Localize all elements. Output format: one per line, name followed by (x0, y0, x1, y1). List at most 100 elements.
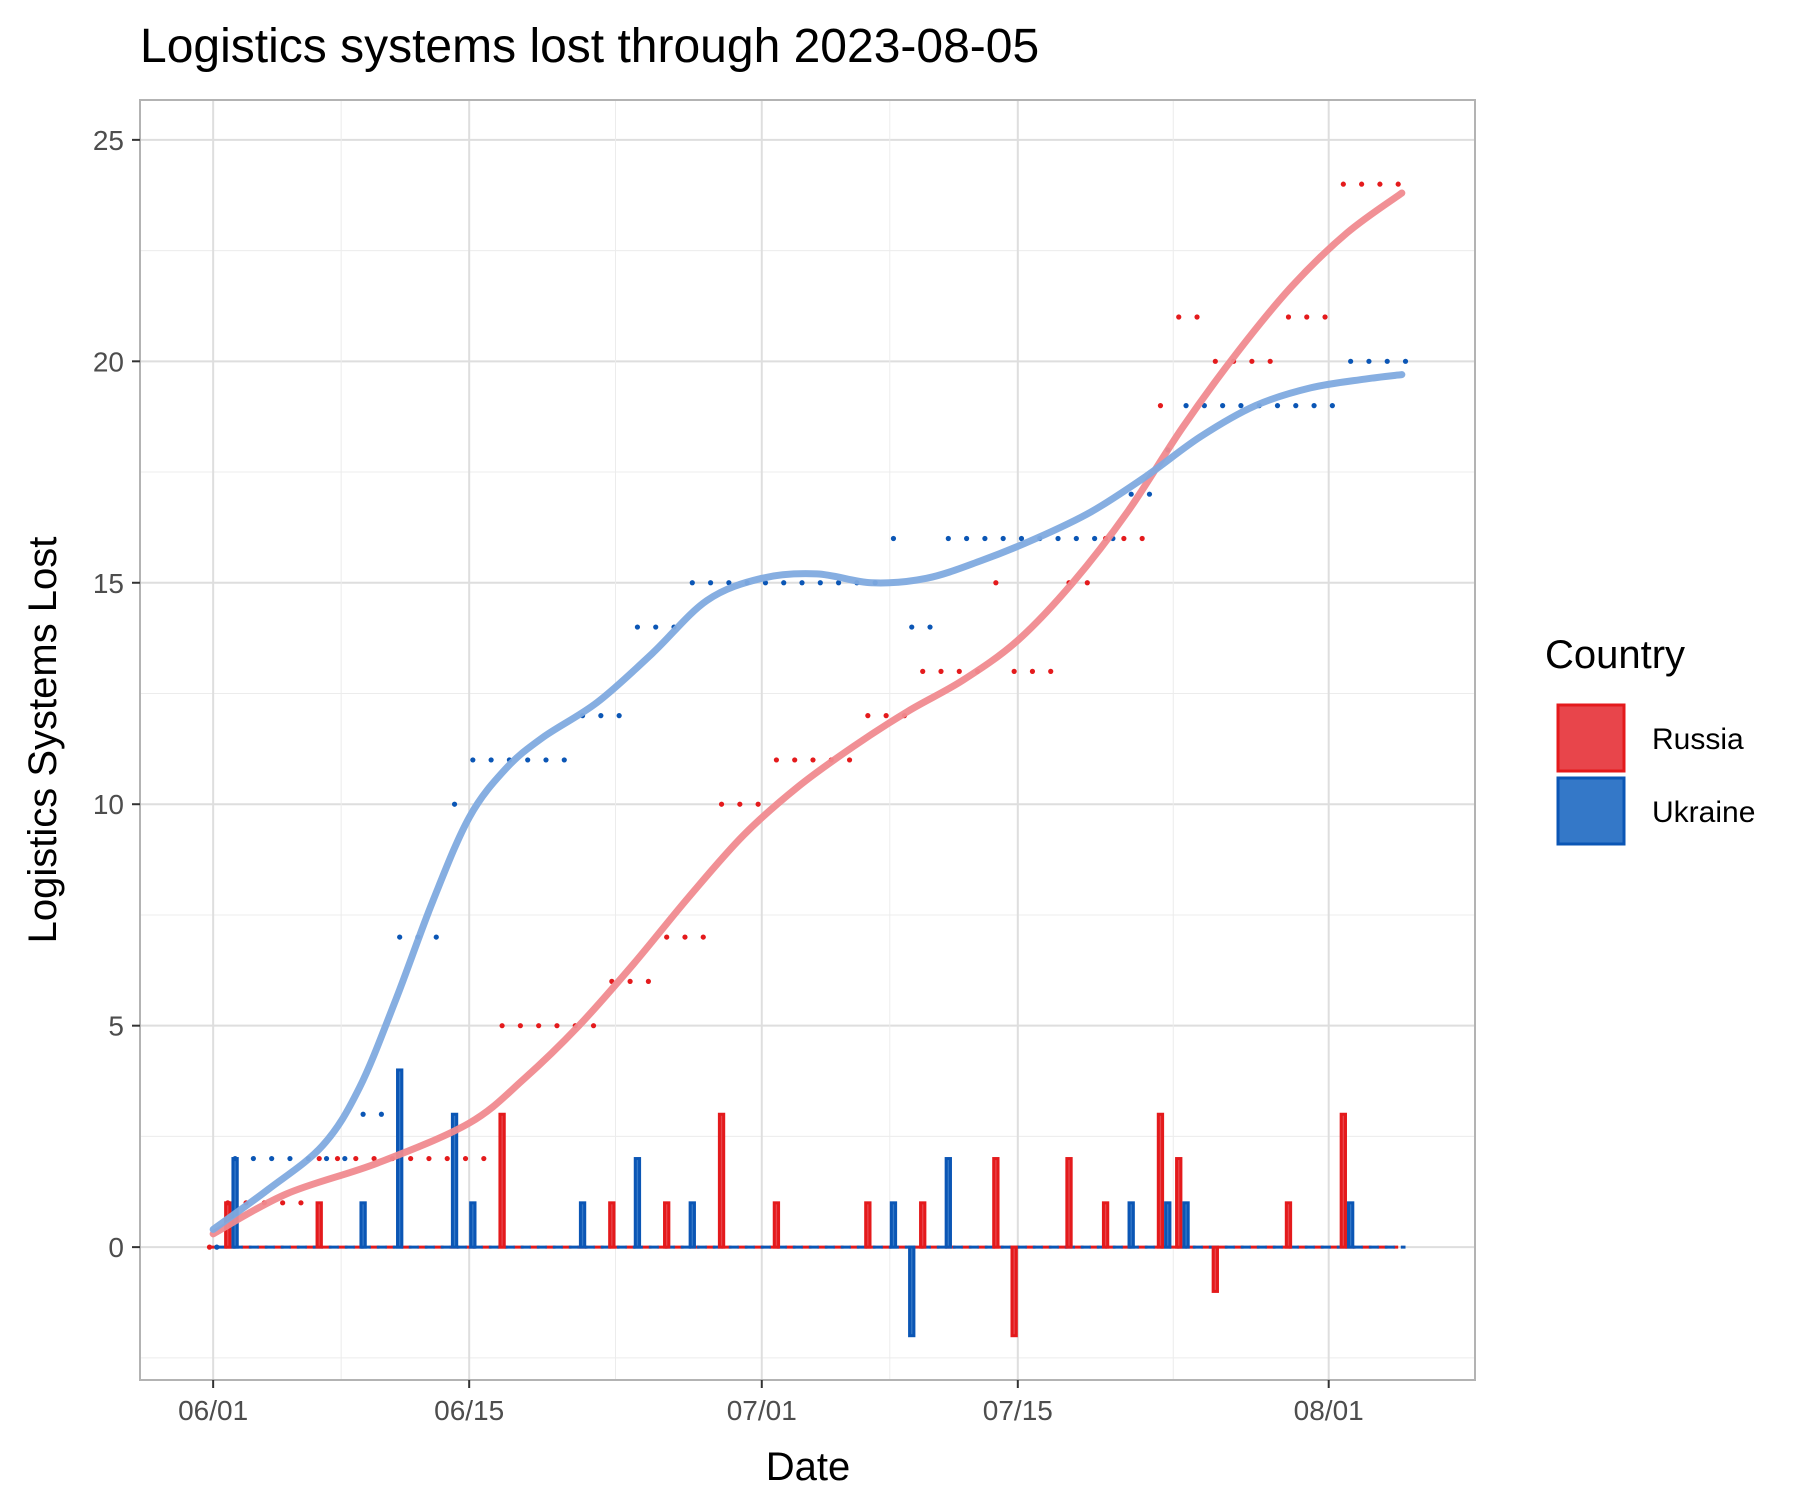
bar-ukraine (688, 1201, 696, 1249)
point-ukraine (433, 934, 439, 940)
bar-russia (1101, 1201, 1110, 1249)
bar-russia (992, 1157, 1000, 1249)
point-russia (1340, 181, 1346, 187)
point-ukraine (451, 801, 458, 807)
x-tick-label: 07/01 (727, 1395, 797, 1426)
point-russia (1121, 535, 1127, 542)
legend-swatch-ukraine (1556, 776, 1626, 846)
point-ukraine (378, 1111, 384, 1117)
bar-russia (772, 1201, 781, 1249)
point-russia (773, 757, 780, 763)
grid (140, 100, 1475, 1380)
bar-ukraine (450, 1112, 459, 1249)
point-ukraine (1384, 358, 1390, 364)
point-russia (1048, 668, 1054, 674)
point-ukraine (1220, 403, 1226, 409)
point-ukraine (817, 580, 823, 586)
point-ukraine (1128, 491, 1134, 497)
bar-russia (1156, 1112, 1165, 1249)
point-russia (444, 1155, 450, 1162)
bar-ukraine (1182, 1201, 1190, 1249)
point-russia (1084, 580, 1090, 586)
point-russia (645, 978, 651, 984)
point-ukraine (1073, 535, 1079, 542)
point-russia (956, 668, 962, 674)
x-tick-label: 08/01 (1294, 1395, 1364, 1426)
bar-russia (1211, 1245, 1219, 1293)
point-russia (810, 757, 816, 763)
y-tick-label: 0 (108, 1232, 124, 1263)
point-ukraine (835, 580, 842, 586)
bar-russia (1284, 1201, 1293, 1249)
point-russia (1249, 358, 1255, 364)
point-ukraine (360, 1111, 366, 1117)
point-ukraine (1274, 403, 1281, 409)
point-russia (700, 934, 706, 940)
point-ukraine (707, 580, 714, 586)
y-tick-label: 20 (93, 346, 124, 377)
point-russia (1157, 403, 1164, 409)
point-russia (280, 1200, 286, 1206)
bar-ukraine (578, 1201, 587, 1249)
x-axis-title: Date (766, 1445, 851, 1489)
bar-russia (717, 1112, 726, 1249)
point-russia (225, 1200, 231, 1206)
bar-russia (315, 1201, 323, 1249)
bar-ukraine (633, 1157, 642, 1249)
point-russia (1359, 181, 1365, 187)
point-russia (426, 1155, 432, 1162)
point-russia (206, 1244, 213, 1250)
point-russia (408, 1155, 414, 1162)
point-russia (1139, 535, 1145, 542)
point-russia (1194, 314, 1200, 320)
point-ukraine (1183, 403, 1189, 409)
bar-russia (1339, 1112, 1347, 1249)
point-ukraine (232, 1155, 238, 1162)
point-russia (627, 978, 633, 984)
point-russia (1395, 181, 1401, 187)
point-ukraine (525, 757, 531, 763)
point-russia (1029, 668, 1036, 674)
bar-russia (1010, 1245, 1018, 1338)
point-russia (846, 757, 853, 763)
legend: Country Russia Ukraine (1545, 633, 1755, 846)
point-russia (334, 1155, 341, 1162)
point-ukraine (1092, 535, 1098, 542)
bar-russia (663, 1201, 671, 1249)
point-russia (481, 1155, 487, 1162)
point-ukraine (287, 1155, 293, 1162)
bar-russia (864, 1201, 872, 1249)
point-russia (682, 934, 688, 940)
legend-label-russia: Russia (1652, 723, 1744, 756)
x-axis: 06/01 06/15 07/01 07/15 08/01 (178, 1380, 1364, 1426)
legend-label-ukraine: Ukraine (1652, 796, 1755, 829)
point-russia (1285, 314, 1292, 320)
y-axis-title: Logistics Systems Lost (21, 537, 65, 944)
point-russia (718, 801, 725, 807)
point-ukraine (1402, 358, 1409, 364)
point-russia (353, 1155, 359, 1162)
point-ukraine (543, 757, 549, 763)
point-ukraine (1146, 491, 1153, 497)
point-ukraine (1018, 535, 1025, 542)
point-russia (371, 1155, 377, 1162)
point-ukraine (1000, 535, 1006, 542)
point-russia (462, 1155, 469, 1162)
bar-ukraine (944, 1157, 952, 1249)
point-ukraine (762, 580, 769, 586)
point-russia (536, 1023, 542, 1029)
point-russia (737, 801, 743, 807)
x-tick-label: 06/01 (178, 1395, 248, 1426)
bar-ukraine (1164, 1201, 1172, 1249)
point-ukraine (1366, 358, 1372, 364)
point-russia (664, 934, 670, 940)
y-tick-label: 5 (108, 1011, 124, 1042)
bar-ukraine (889, 1201, 898, 1249)
bar-ukraine (1346, 1201, 1355, 1249)
point-ukraine (250, 1155, 256, 1162)
point-ukraine (397, 934, 403, 940)
bar-ukraine (469, 1201, 477, 1249)
plot-panel-border (139, 99, 1476, 1381)
point-ukraine (945, 535, 951, 542)
point-russia (792, 757, 798, 763)
